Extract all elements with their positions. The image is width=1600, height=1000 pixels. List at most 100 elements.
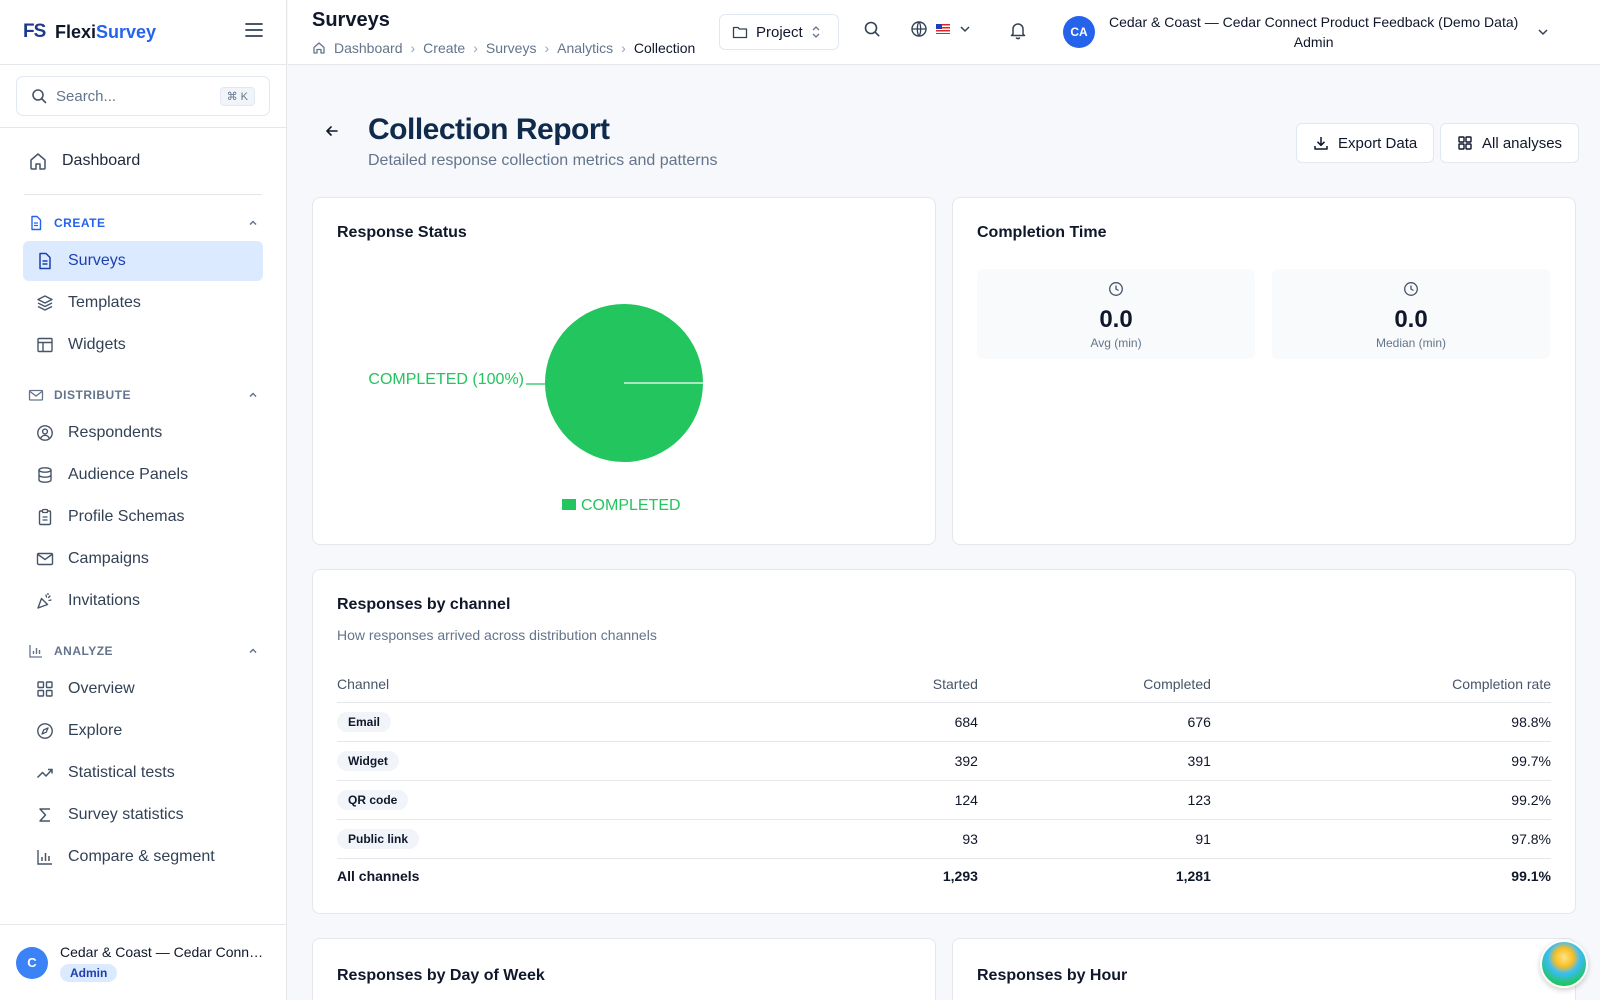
section-distribute[interactable]: DISTRIBUTE xyxy=(0,379,286,411)
search-input[interactable]: Search... ⌘ K xyxy=(16,76,270,116)
breadcrumb: Dashboard › Create › Surveys › Analytics… xyxy=(312,40,695,56)
median-completion-metric: 0.0 Median (min) xyxy=(1272,269,1550,359)
sidebar-item-label: Invitations xyxy=(68,592,141,609)
search-shortcut: ⌘ K xyxy=(219,86,255,106)
folder-icon xyxy=(732,26,748,39)
metric-label: Median (min) xyxy=(1375,336,1447,350)
us-flag-icon xyxy=(936,24,950,34)
export-data-button[interactable]: Export Data xyxy=(1296,123,1435,163)
user-footer[interactable]: C Cedar & Coast — Cedar Connect Product … xyxy=(0,924,287,1000)
globe-icon xyxy=(911,21,927,37)
account-menu[interactable]: CA Cedar & Coast — Cedar Connect Product… xyxy=(1063,12,1550,52)
role-badge: Admin xyxy=(60,963,118,982)
sidebar-item-campaigns[interactable]: Campaigns xyxy=(23,539,263,579)
mail-icon xyxy=(28,389,44,401)
responses-by-day-card: Responses by Day of Week xyxy=(312,938,936,1000)
table-total-row: All channels 1,293 1,281 99.1% xyxy=(337,858,1551,894)
sidebar-item-profile-schemas[interactable]: Profile Schemas xyxy=(23,497,263,537)
breadcrumb-create[interactable]: Create xyxy=(423,40,466,56)
sidebar-item-label: Surveys xyxy=(68,252,126,269)
card-subtitle: How responses arrived across distributio… xyxy=(337,627,657,643)
table-header-row: Channel Started Completed Completion rat… xyxy=(337,666,1551,703)
hamburger-menu-icon[interactable] xyxy=(245,22,263,42)
total-label: All channels xyxy=(337,868,420,885)
metric-label: Avg (min) xyxy=(1090,336,1142,350)
responses-by-channel-card: Responses by channel How responses arriv… xyxy=(312,569,1576,914)
project-selector[interactable]: Project xyxy=(719,14,839,50)
avatar: CA xyxy=(1063,16,1095,48)
sidebar-item-compare-segment[interactable]: Compare & segment xyxy=(23,837,263,877)
pie-slice-label: COMPLETED (100%) xyxy=(368,371,524,388)
rate-total: 99.1% xyxy=(1511,868,1551,885)
chevron-down-icon xyxy=(960,26,970,33)
started-total: 1,293 xyxy=(942,868,978,885)
user-footer-text: Cedar & Coast — Cedar Connect Product Fe… xyxy=(60,944,270,982)
back-arrow-icon[interactable] xyxy=(324,123,340,144)
section-create[interactable]: CREATE xyxy=(0,207,286,239)
topbar: Surveys Dashboard › Create › Surveys › A… xyxy=(288,0,1600,65)
all-analyses-button[interactable]: All analyses xyxy=(1440,123,1580,163)
brand: FS FlexiSurvey xyxy=(0,0,286,65)
table-row: QR code 124 123 99.2% xyxy=(337,780,1551,820)
completed-cell: 123 xyxy=(977,780,1211,820)
avatar: C xyxy=(16,946,48,979)
account-role: Admin xyxy=(1293,34,1334,50)
sidebar-item-overview[interactable]: Overview xyxy=(23,669,263,709)
completed-total: 1,281 xyxy=(1175,868,1211,885)
breadcrumb-analytics[interactable]: Analytics xyxy=(557,40,614,56)
file-icon xyxy=(31,215,42,231)
sidebar-item-explore[interactable]: Explore xyxy=(23,711,263,751)
column-header-channel[interactable]: Channel xyxy=(337,666,823,703)
sidebar-item-label: Compare & segment xyxy=(68,848,215,865)
sidebar-item-label: Survey statistics xyxy=(68,806,184,823)
language-selector[interactable] xyxy=(910,20,972,38)
column-header-completion-rate[interactable]: Completion rate xyxy=(1210,666,1551,703)
sidebar-item-label: Overview xyxy=(68,680,135,697)
brand-name[interactable]: FlexiSurvey xyxy=(55,22,156,43)
column-header-started[interactable]: Started xyxy=(822,666,978,703)
breadcrumb-dashboard[interactable]: Dashboard xyxy=(334,40,403,56)
chevron-up-icon xyxy=(249,392,257,398)
column-header-completed[interactable]: Completed xyxy=(977,666,1211,703)
sidebar-item-dashboard[interactable]: Dashboard xyxy=(0,140,286,182)
sidebar-item-label: Statistical tests xyxy=(68,764,175,781)
assistant-avatar[interactable] xyxy=(1540,940,1588,988)
breadcrumb-surveys[interactable]: Surveys xyxy=(485,40,537,56)
bar-chart-icon xyxy=(37,850,52,865)
sidebar-item-label: Explore xyxy=(68,722,123,739)
card-title: Responses by channel xyxy=(337,596,511,613)
sidebar-item-audience-panels[interactable]: Audience Panels xyxy=(23,455,263,495)
sidebar-item-statistical-tests[interactable]: Statistical tests xyxy=(23,753,263,793)
compass-icon xyxy=(37,723,53,739)
sidebar-item-respondents[interactable]: Respondents xyxy=(23,413,263,453)
rate-cell: 97.8% xyxy=(1210,819,1551,859)
legend-label[interactable]: COMPLETED xyxy=(581,497,681,514)
channel-chip: Widget xyxy=(337,750,399,771)
table-row: Email 684 676 98.8% xyxy=(337,702,1551,742)
sidebar-item-survey-statistics[interactable]: Survey statistics xyxy=(23,795,263,835)
mail-icon xyxy=(36,552,54,566)
sidebar-item-label: Profile Schemas xyxy=(68,508,185,525)
search-icon[interactable] xyxy=(863,20,881,43)
all-analyses-label: All analyses xyxy=(1482,134,1563,152)
section-title: ANALYZE xyxy=(54,644,114,658)
card-title: Completion Time xyxy=(977,224,1107,241)
metric-value: 0.0 xyxy=(1099,306,1133,333)
sidebar-item-surveys[interactable]: Surveys xyxy=(23,241,263,281)
sidebar-nav: Dashboard CREATE Surveys Templates Widge… xyxy=(0,128,286,891)
started-cell: 93 xyxy=(822,819,978,859)
bell-icon[interactable] xyxy=(1008,20,1028,45)
sidebar-item-templates[interactable]: Templates xyxy=(23,283,263,323)
rate-cell: 99.7% xyxy=(1210,741,1551,781)
sidebar-item-widgets[interactable]: Widgets xyxy=(23,325,263,365)
party-popper-icon xyxy=(37,592,52,609)
sidebar-item-invitations[interactable]: Invitations xyxy=(23,581,263,621)
chevron-up-icon xyxy=(249,220,257,226)
clipboard-icon xyxy=(38,508,52,526)
sidebar-item-label: Widgets xyxy=(68,336,126,353)
section-analyze[interactable]: ANALYZE xyxy=(0,635,286,667)
section-title: DISTRIBUTE xyxy=(54,388,131,402)
page-title: Collection Report xyxy=(368,113,610,146)
responses-by-hour-card: Responses by Hour xyxy=(952,938,1576,1000)
breadcrumb-collection: Collection xyxy=(633,40,696,56)
